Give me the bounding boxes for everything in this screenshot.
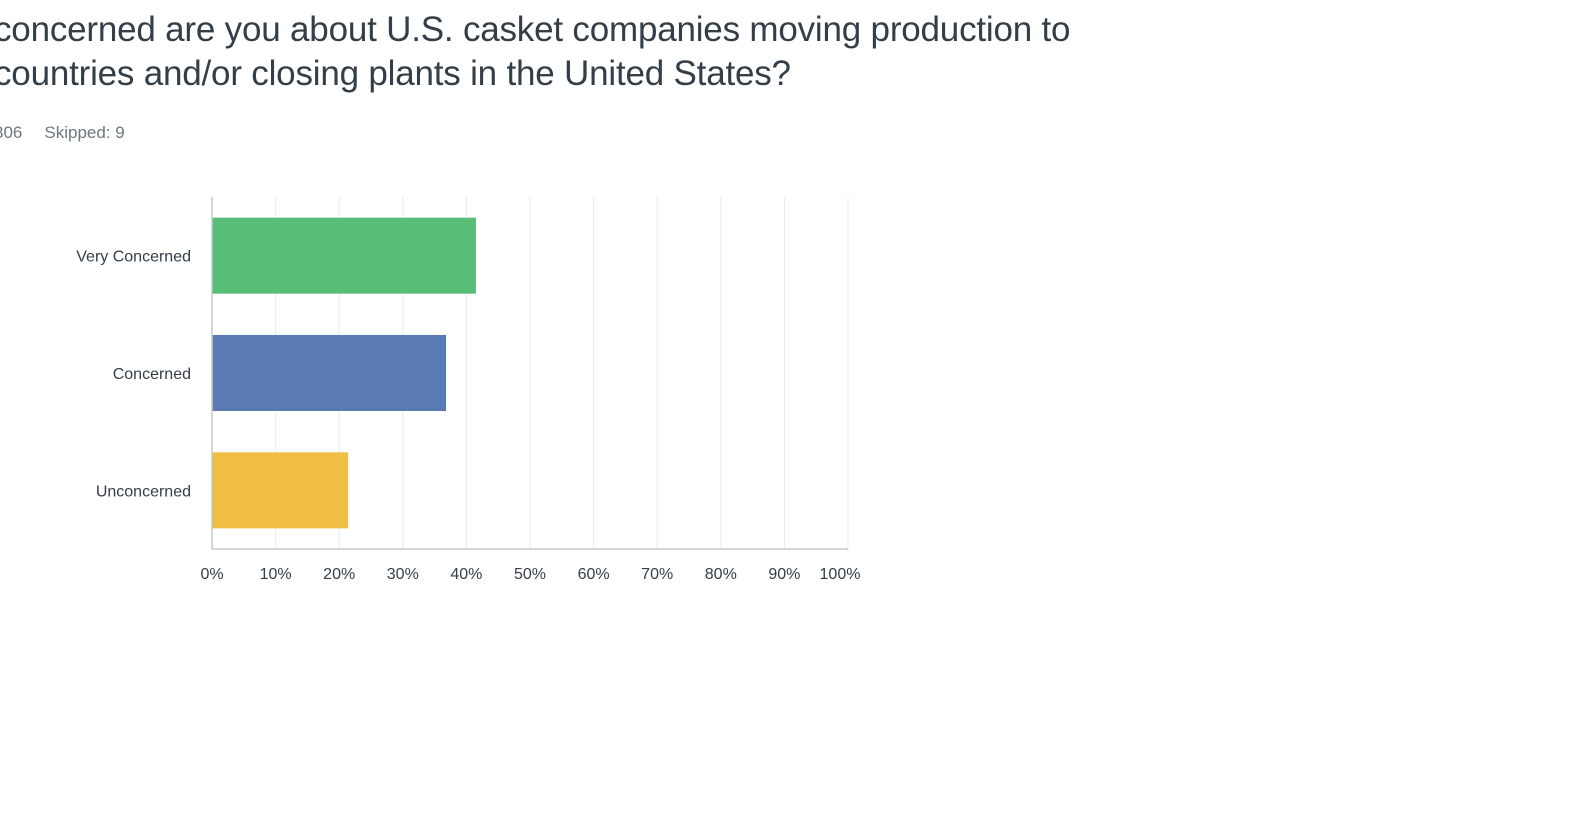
x-tick-label-70: 70% — [641, 566, 673, 583]
skipped-count: Skipped: 9 — [44, 123, 125, 142]
category-label-unconcerned: Unconcerned — [96, 483, 191, 500]
question-title: concerned are you about U.S. casket comp… — [0, 8, 1071, 96]
category-label-very-concerned: Very Concerned — [76, 249, 191, 266]
bar-very-concerned — [212, 217, 476, 294]
x-tick-label-100: 100% — [820, 566, 861, 583]
question-title-line-2: countries and/or closing plants in the U… — [0, 54, 791, 93]
response-stats: 306 Skipped: 9 — [0, 123, 125, 143]
bar-concerned — [212, 335, 447, 411]
x-tick-label-50: 50% — [514, 566, 546, 583]
x-tick-label-20: 20% — [323, 566, 355, 583]
x-tick-label-40: 40% — [450, 566, 482, 583]
bar-unconcerned — [212, 452, 349, 529]
question-title-line-1: concerned are you about U.S. casket comp… — [0, 10, 1071, 49]
category-label-concerned: Concerned — [113, 366, 191, 383]
x-tick-label-90: 90% — [768, 566, 800, 583]
x-tick-label-30: 30% — [387, 566, 419, 583]
x-tick-label-10: 10% — [260, 566, 292, 583]
x-tick-label-0: 0% — [200, 566, 223, 583]
x-tick-label-60: 60% — [578, 566, 610, 583]
x-tick-label-80: 80% — [705, 566, 737, 583]
answered-count: 306 — [0, 123, 23, 142]
